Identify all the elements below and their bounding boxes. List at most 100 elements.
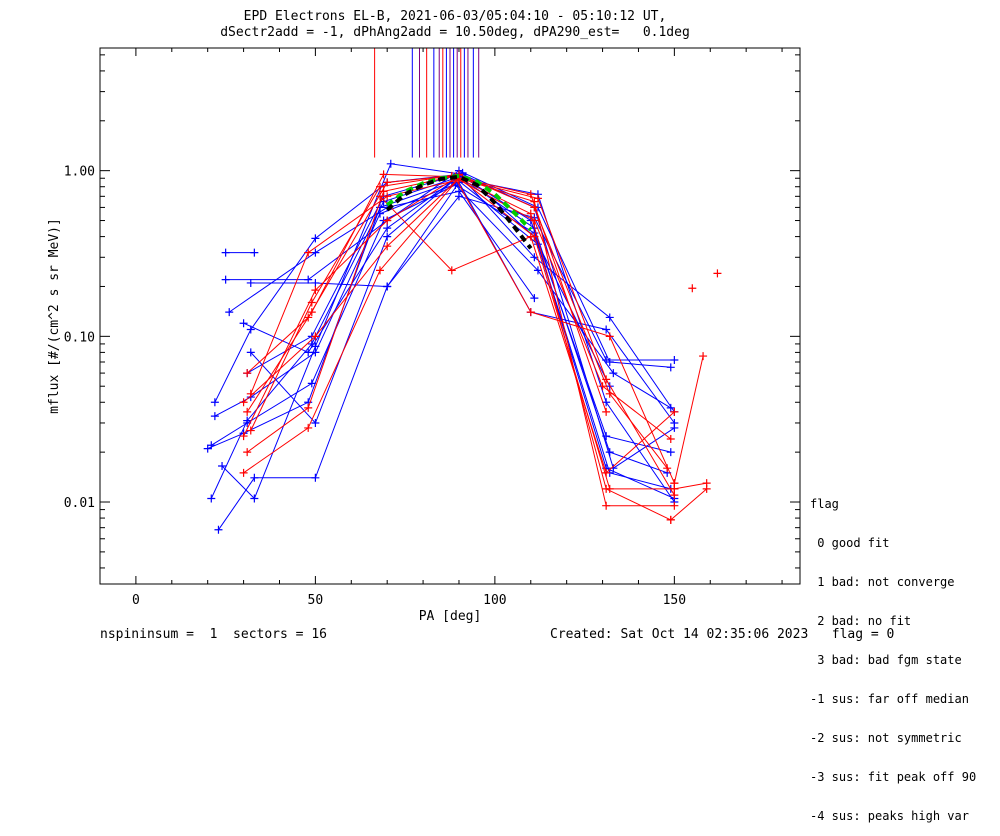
data-point [605,389,614,398]
data-point [383,192,392,201]
data-point [526,308,535,317]
data-point [702,484,711,493]
data-point [602,407,611,416]
data-point [221,248,230,257]
data-point [688,284,697,293]
fit-curve [385,173,533,232]
series-line [670,488,708,521]
data-point [376,209,384,218]
data-point [383,282,392,291]
data-point [379,170,388,179]
data-point [609,369,618,378]
data-point [246,426,255,435]
flag-legend: flag 0 good fit 1 bad: not converge 2 ba… [810,472,976,836]
series-line [250,172,611,424]
x-tick-label: 100 [483,593,506,608]
data-point [243,407,252,416]
legend-item: 2 bad: no fit [810,614,912,628]
data-point [447,266,456,275]
data-point [243,448,252,457]
data-point [605,484,614,493]
footer-info-right: Created: Sat Oct 14 02:35:06 2023 flag =… [550,627,895,642]
data-point [307,298,316,307]
data-point [530,294,539,303]
data-point [609,464,618,473]
data-point [304,248,313,257]
data-point [670,355,679,364]
legend-title: flag [810,497,839,511]
data-point [383,232,392,241]
legend-item: -2 sus: not symmetric [810,731,962,745]
data-point [311,348,320,357]
data-point [663,464,672,473]
plot-frame [99,47,801,585]
data-point [383,216,392,225]
data-point [304,313,313,322]
fit-curve [385,174,533,250]
data-point [207,494,216,503]
series-line [674,482,707,490]
y-tick-label: 1.00 [64,165,95,180]
data-point [602,325,611,334]
chart-title-line2: dSectr2add = -1, dPhAng2add = 10.50deg, … [220,25,690,40]
data-point [218,461,227,470]
data-point [304,403,313,412]
data-point [386,159,395,168]
legend-item: 1 bad: not converge [810,575,955,589]
axes-layer: 0 50 100 150 0.01 0.10 1.00 [64,48,800,608]
data-point [311,418,320,427]
x-axis-label: PA [deg] [419,609,482,624]
data-point [526,209,535,218]
data-point [454,192,463,201]
data-point [203,444,212,453]
series-layer [203,159,722,534]
data-point [311,332,320,341]
data-point [526,232,535,241]
data-point [304,423,313,432]
x-tick-label: 50 [308,593,324,608]
data-point [670,501,679,510]
data-point [207,441,216,450]
data-point [666,363,675,372]
data-point [250,494,259,503]
data-point [526,190,535,199]
series-line [210,177,671,499]
data-point [239,468,248,477]
data-point [670,484,679,493]
data-point [530,216,539,225]
chart-title-line1: EPD Electrons EL-B, 2021-06-03/05:04:10 … [243,9,667,24]
legend-item: -4 sus: peaks high var [810,809,969,823]
y-tick-label: 0.01 [64,496,95,511]
x-tick-label: 150 [663,593,686,608]
data-point [225,308,234,317]
legend-item: -1 sus: far off median [810,692,969,706]
series-line [246,175,607,413]
data-point [602,468,611,477]
legend-item: -3 sus: fit peak off 90 [810,770,977,784]
data-point [666,448,675,457]
data-point [713,269,722,278]
data-point [602,398,611,407]
data-point [243,369,252,378]
data-point [699,352,708,361]
vertical-lines-layer [374,48,480,158]
data-point [602,432,611,441]
data-point [246,348,255,357]
data-point [304,275,313,284]
data-point [666,435,675,444]
x-tick-label: 0 [132,593,140,608]
series-line [379,195,675,474]
legend-item: 3 bad: bad fgm state [810,653,962,667]
data-point [304,348,313,357]
data-point [670,418,679,427]
series-line [250,173,668,469]
data-point [307,379,316,388]
series-line [211,184,672,446]
data-point [376,192,384,201]
y-axis-label: mflux [#/(cm^2 s sr MeV)] [47,218,62,414]
data-point [214,525,223,534]
fit-curves-layer [385,173,533,250]
data-point [605,332,614,341]
data-point [376,266,384,275]
data-point [250,248,259,257]
